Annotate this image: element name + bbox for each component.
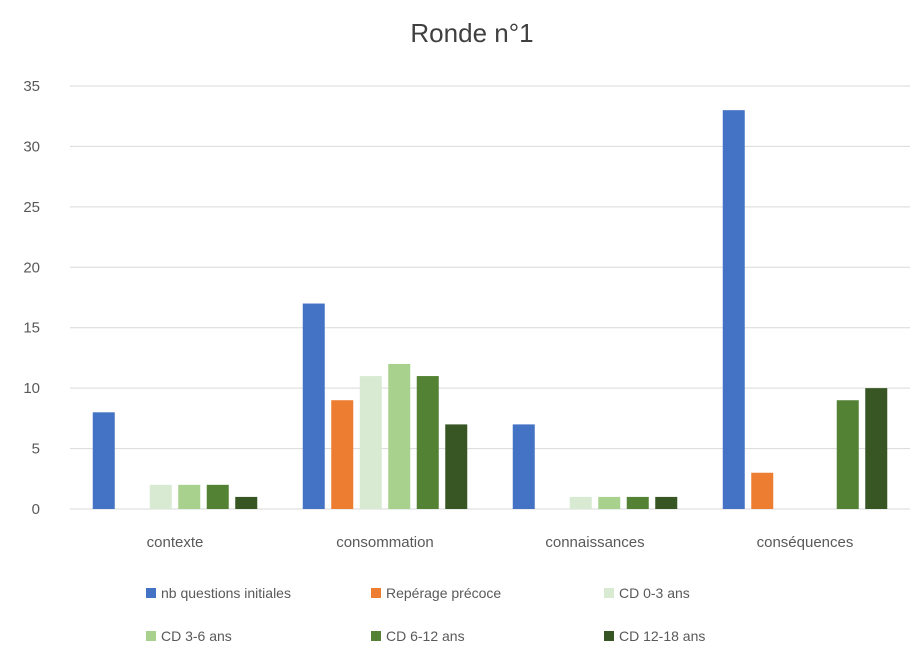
- legend-swatch: [371, 631, 381, 641]
- bars: [92, 110, 888, 510]
- legend-item-cd-12-18-ans: CD 12-18 ans: [604, 628, 705, 644]
- legend-label: CD 6-12 ans: [386, 628, 465, 644]
- x-tick-label: conséquences: [757, 534, 854, 551]
- bar-cd-6-12-ans-connaissances: [626, 496, 649, 509]
- y-tick-label: 20: [23, 259, 40, 276]
- legend-item-cd-3-6-ans: CD 3-6 ans: [146, 628, 232, 644]
- bar-nb-questions-initiales-connaissances: [512, 424, 535, 509]
- legend-swatch: [146, 631, 156, 641]
- legend-swatch: [604, 631, 614, 641]
- bar-cd-6-12-ans-consequences: [836, 400, 859, 509]
- y-tick-label: 25: [23, 199, 40, 216]
- bar-cd-0-3-ans-connaissances: [569, 496, 592, 509]
- y-tick-label: 15: [23, 320, 40, 337]
- bar-cd-6-12-ans-contexte: [206, 484, 229, 509]
- bar-cd-0-3-ans-contexte: [149, 484, 172, 509]
- bar-cd-12-18-ans-connaissances: [655, 496, 678, 509]
- x-tick-label: connaissances: [545, 534, 644, 551]
- legend-swatch: [371, 588, 381, 598]
- legend-label: nb questions initiales: [161, 585, 291, 601]
- bar-cd-3-6-ans-connaissances: [598, 496, 621, 509]
- x-axis-ticks: contexte consommation connaissances conséqu…: [147, 534, 854, 551]
- bar-reperage-precoce-consommation: [331, 400, 354, 509]
- y-tick-label: 35: [23, 78, 40, 95]
- chart-title: Ronde n°1: [410, 18, 533, 48]
- y-axis-ticks: 0 5 10 15 20 25 30 35: [23, 78, 40, 518]
- bar-cd-12-18-ans-contexte: [235, 496, 258, 509]
- gridlines: [70, 85, 910, 510]
- bar-cd-12-18-ans-consequences: [865, 388, 888, 509]
- bar-cd-3-6-ans-consommation: [388, 363, 411, 509]
- y-tick-label: 5: [32, 441, 40, 458]
- bar-reperage-precoce-consequences: [751, 472, 774, 509]
- x-tick-label: consommation: [336, 534, 434, 551]
- y-tick-label: 0: [32, 501, 40, 518]
- bar-cd-3-6-ans-contexte: [178, 484, 201, 509]
- legend-item-nb-questions-initiales: nb questions initiales: [146, 585, 291, 601]
- legend-swatch: [604, 588, 614, 598]
- bar-cd-6-12-ans-consommation: [416, 376, 439, 509]
- bar-nb-questions-initiales-consommation: [302, 303, 325, 509]
- legend: nb questions initiales Repérage précoce CD…: [146, 585, 705, 644]
- legend-label: CD 0-3 ans: [619, 585, 690, 601]
- legend-label: CD 3-6 ans: [161, 628, 232, 644]
- legend-swatch: [146, 588, 156, 598]
- bar-cd-0-3-ans-consommation: [359, 376, 382, 509]
- legend-label: CD 12-18 ans: [619, 628, 705, 644]
- bar-cd-12-18-ans-consommation: [445, 424, 468, 509]
- bar-nb-questions-initiales-consequences: [722, 110, 745, 510]
- legend-label: Repérage précoce: [386, 585, 501, 601]
- legend-item-cd-6-12-ans: CD 6-12 ans: [371, 628, 465, 644]
- bar-nb-questions-initiales-contexte: [92, 412, 115, 509]
- x-tick-label: contexte: [147, 534, 204, 551]
- y-tick-label: 10: [23, 380, 40, 397]
- y-tick-label: 30: [23, 138, 40, 155]
- legend-item-cd-0-3-ans: CD 0-3 ans: [604, 585, 690, 601]
- legend-item-reperage-precoce: Repérage précoce: [371, 585, 501, 601]
